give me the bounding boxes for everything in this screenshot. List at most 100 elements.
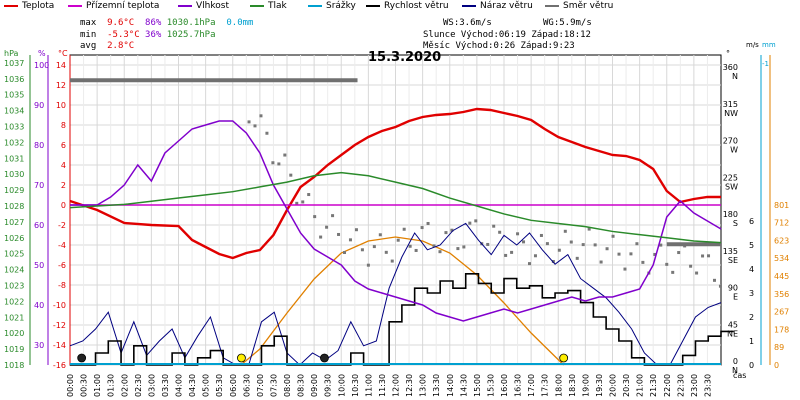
x-tick-label: 00:00 xyxy=(66,374,75,397)
tick-label-pct: 80 xyxy=(34,141,44,150)
tick-label-sun: 0 xyxy=(774,361,779,370)
legend-item: Vlhkost xyxy=(178,1,229,11)
x-tick-label: 16:00 xyxy=(500,374,509,397)
wind-direction-point xyxy=(587,227,591,231)
tick-label-hpa: 1024 xyxy=(4,266,24,275)
tick-label-hpa: 1025 xyxy=(4,250,24,259)
wind-direction-point xyxy=(313,215,317,219)
wind-direction-point xyxy=(360,248,364,252)
tick-label-dir: 0 xyxy=(733,357,738,366)
tick-label-pct: 70 xyxy=(34,181,44,190)
x-tick-label: 20:30 xyxy=(622,374,631,397)
x-tick-label: 01:30 xyxy=(107,374,116,397)
legend-label: Srážky xyxy=(326,1,356,11)
legend-item: Rychlost větru xyxy=(366,1,449,11)
tick-label-pct: 90 xyxy=(34,101,44,110)
tick-label-temp: 2 xyxy=(61,181,66,190)
wind-direction-point xyxy=(563,229,567,233)
wind-direction-point xyxy=(271,161,275,165)
tick-label-dir: 360 xyxy=(723,63,738,72)
tick-label-dir-compass: NW xyxy=(724,109,738,118)
tick-label-sun: 712 xyxy=(774,219,789,228)
tick-label-dir-compass: NE xyxy=(727,329,738,338)
wind-direction-point xyxy=(366,263,370,267)
wind-direction-point xyxy=(474,219,478,223)
wind-direction-point xyxy=(468,221,472,225)
sunset-marker xyxy=(559,353,569,363)
x-tick-label: 10:00 xyxy=(337,374,346,397)
wind-direction-point xyxy=(545,242,549,246)
x-tick-label: 04:30 xyxy=(188,374,197,397)
x-axis-unit: čas xyxy=(733,370,746,380)
x-tick-label: 05:30 xyxy=(215,374,224,397)
x-tick-label: 19:30 xyxy=(595,374,604,397)
wind-direction-point xyxy=(593,243,597,247)
x-tick-label: 14:30 xyxy=(459,374,468,397)
tick-label-dir-compass: N xyxy=(732,72,738,81)
wind-direction-point xyxy=(635,242,639,246)
legend-label: Tlak xyxy=(268,1,287,11)
chart-title: 15.3.2020 xyxy=(368,50,442,65)
wind-direction-point xyxy=(307,193,311,197)
stats-max: max 9.6°C 86% 1030.1hPa 0.0mm xyxy=(80,18,254,28)
legend-swatch xyxy=(545,4,559,7)
legend-label: Teplota xyxy=(22,1,55,11)
tick-label-sun: 356 xyxy=(774,290,789,299)
x-tick-label: 13:00 xyxy=(419,374,428,397)
legend-item: Srážky xyxy=(308,1,356,11)
wind-direction-point xyxy=(510,250,514,254)
wind-direction-point xyxy=(533,254,537,258)
series-line-solar xyxy=(240,236,565,366)
tick-label-sun: 89 xyxy=(774,343,784,352)
x-tick-label: 07:30 xyxy=(269,374,278,397)
x-tick-label: 18:00 xyxy=(554,374,563,397)
tick-label-mm: -1 xyxy=(762,60,769,68)
legend-label: Rychlost větru xyxy=(384,1,449,11)
tick-label-hpa: 1027 xyxy=(4,218,24,227)
x-tick-label: 02:30 xyxy=(134,374,143,397)
tick-label-sun: 178 xyxy=(774,325,789,334)
tick-label-ms: 2 xyxy=(749,313,754,322)
wind-direction-point xyxy=(527,262,531,266)
legend-label: Směr větru xyxy=(563,1,614,11)
wind-direction-point xyxy=(384,250,388,254)
wind-direction-point xyxy=(551,259,555,263)
tick-label-temp: -10 xyxy=(53,301,66,310)
legend-swatch xyxy=(462,4,476,7)
tick-label-dir: 135 xyxy=(723,247,738,256)
wind-direction-point xyxy=(420,226,424,230)
x-tick-label: 12:30 xyxy=(405,374,414,397)
legend-label: Náraz větru xyxy=(480,1,533,11)
wind-direction-point xyxy=(641,260,645,264)
x-tick-label: 19:00 xyxy=(581,374,590,397)
legend-swatch xyxy=(4,4,18,7)
tick-label-dir: 225 xyxy=(723,173,738,182)
legend: Teplota Přízemní teplota Vlhkost Tlak Srážky… xyxy=(0,0,800,14)
wind-direction-point xyxy=(522,240,526,244)
tick-label-dir-compass: N xyxy=(732,366,738,375)
legend-item: Náraz větru xyxy=(462,1,533,11)
wind-direction-point xyxy=(426,221,430,225)
wind-direction-point xyxy=(712,278,716,282)
wind-direction-point xyxy=(492,224,496,228)
wind-direction-point xyxy=(432,244,436,248)
x-tick-label: 06:00 xyxy=(229,374,238,397)
tick-label-sun: 623 xyxy=(774,236,789,245)
series-line-teplota xyxy=(69,107,721,260)
wind-direction-point xyxy=(450,228,454,232)
x-tick-label: 05:00 xyxy=(202,374,211,397)
tick-label-temp: -8 xyxy=(58,281,66,290)
x-tick-label: 14:00 xyxy=(446,374,455,397)
tick-label-hpa: 1022 xyxy=(4,297,24,306)
x-tick-label: 01:00 xyxy=(93,374,102,397)
series-line-wind-speed xyxy=(70,273,734,366)
stats-moon: Měsíc Východ:0:26 Západ:9:23 xyxy=(423,41,575,51)
wind-direction-point xyxy=(575,256,579,260)
legend-swatch xyxy=(178,4,192,7)
tick-label-hpa: 1030 xyxy=(4,170,24,179)
legend-item: Přízemní teplota xyxy=(68,1,159,11)
x-tick-label: 00:30 xyxy=(80,374,89,397)
moonrise-marker xyxy=(77,353,87,363)
stats-ws: WS:3.6m/s xyxy=(443,18,492,28)
wind-direction-point xyxy=(539,233,543,237)
